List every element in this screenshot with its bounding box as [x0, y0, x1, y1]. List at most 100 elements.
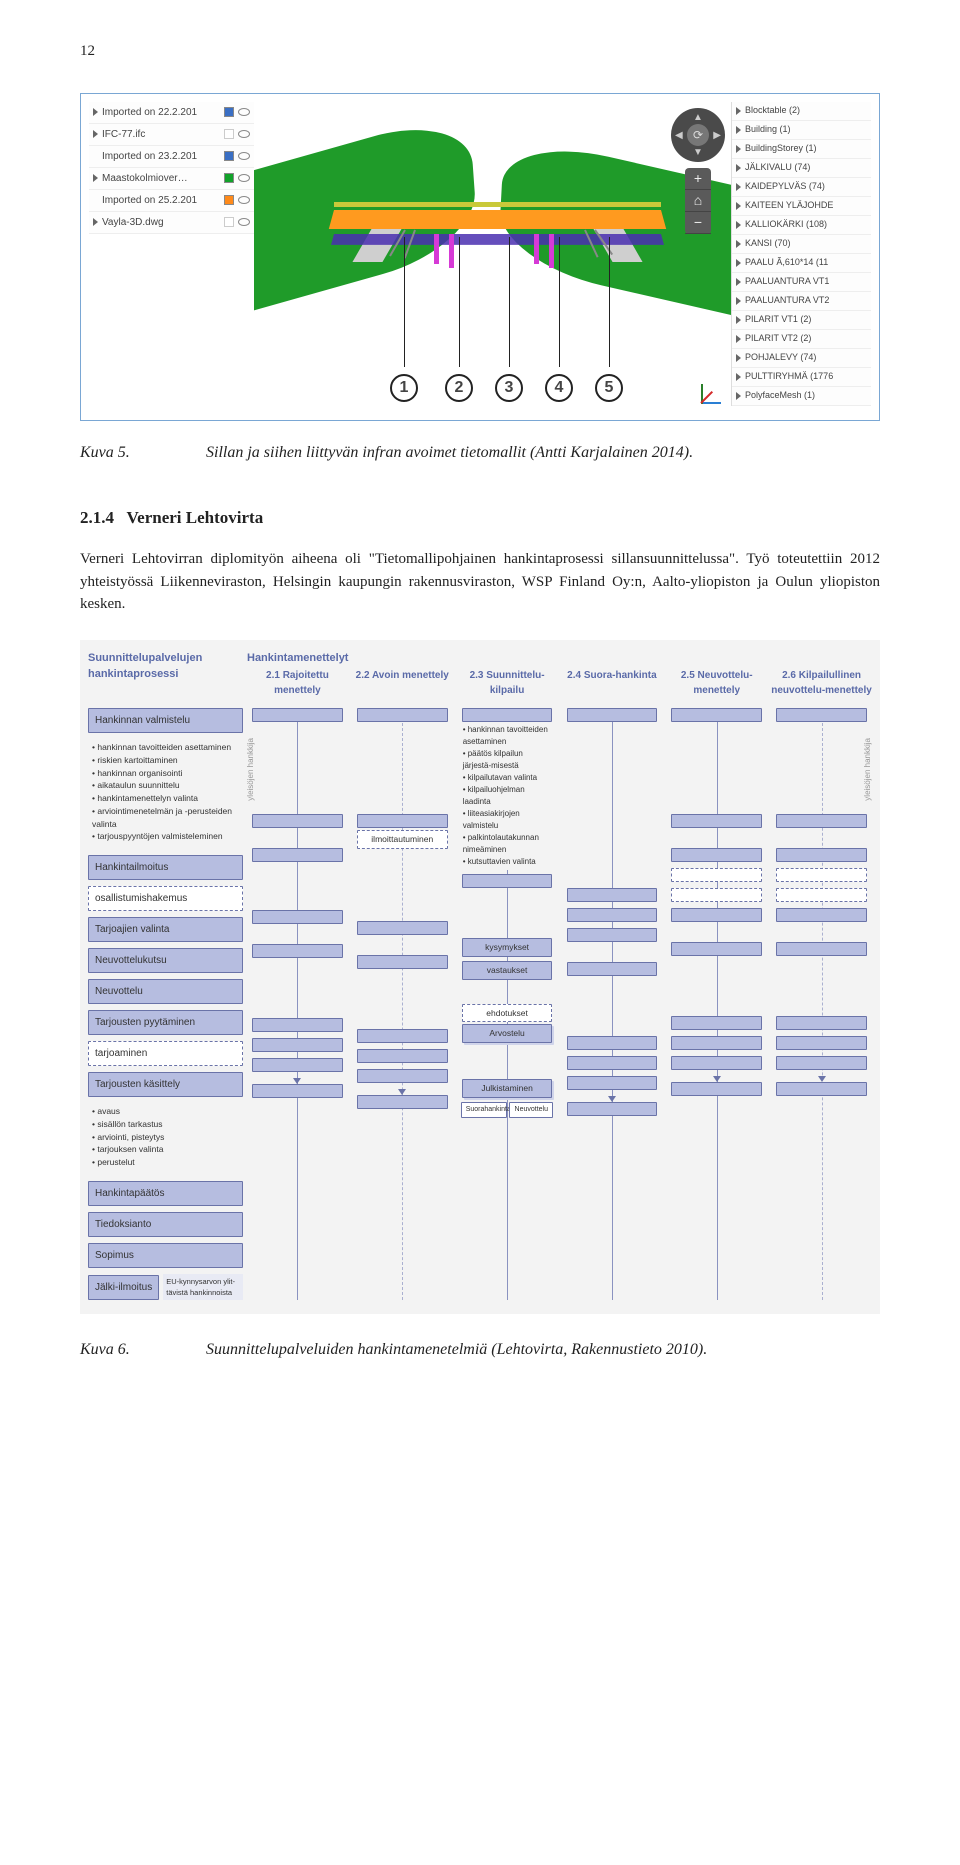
- expand-icon[interactable]: [736, 107, 741, 115]
- expand-icon[interactable]: [736, 183, 741, 191]
- callout-1: 1: [390, 374, 418, 402]
- object-row[interactable]: PILARIT VT1 (2): [732, 311, 871, 330]
- callout-5: 5: [595, 374, 623, 402]
- object-row[interactable]: KAIDEPYLVÄS (74): [732, 178, 871, 197]
- layer-row[interactable]: Vayla-3D.dwg: [89, 212, 254, 234]
- object-row[interactable]: PULTTIRYHMÄ (1776: [732, 368, 871, 387]
- flow-column: [666, 708, 767, 1300]
- stage-box: Tarjoajien valinta: [88, 917, 243, 942]
- layer-color-swatch[interactable]: [224, 195, 234, 205]
- figure-2-caption-text: Suunnittelupalveluiden hankintamenetelmi…: [206, 1338, 707, 1362]
- expand-icon[interactable]: [736, 373, 741, 381]
- flow-node: [671, 888, 762, 902]
- expand-icon[interactable]: [93, 108, 98, 116]
- visibility-icon[interactable]: [238, 130, 250, 138]
- zoom-control[interactable]: + ⌂ −: [685, 168, 711, 234]
- flow-node: [567, 908, 658, 922]
- flow-node: [252, 814, 343, 828]
- layer-color-swatch[interactable]: [224, 173, 234, 183]
- layer-row[interactable]: Imported on 25.2.201: [89, 190, 254, 212]
- expand-icon[interactable]: [736, 392, 741, 400]
- zoom-in-icon[interactable]: +: [685, 168, 711, 190]
- nav-3d-widget[interactable]: ▲ ▼ ◀ ▶ ⟳: [671, 108, 725, 162]
- section-number: 2.1.4: [80, 508, 114, 527]
- object-row[interactable]: BuildingStorey (1): [732, 140, 871, 159]
- expand-icon[interactable]: [93, 130, 98, 138]
- object-row[interactable]: PILARIT VT2 (2): [732, 330, 871, 349]
- expand-icon[interactable]: [93, 218, 98, 226]
- expand-icon[interactable]: [736, 202, 741, 210]
- object-label: KAIDEPYLVÄS (74): [745, 180, 825, 194]
- visibility-icon[interactable]: [238, 108, 250, 116]
- object-row[interactable]: PAALU Ã,610*14 (11: [732, 254, 871, 273]
- callout-4: 4: [545, 374, 573, 402]
- object-row[interactable]: Blocktable (2): [732, 102, 871, 121]
- viewport-3d[interactable]: 12345 ▲ ▼ ◀ ▶ ⟳ + ⌂ −: [254, 102, 731, 412]
- expand-icon[interactable]: [736, 126, 741, 134]
- object-row[interactable]: PAALUANTURA VT2: [732, 292, 871, 311]
- expand-icon[interactable]: [736, 278, 741, 286]
- layer-row[interactable]: Maastokolmiover…: [89, 168, 254, 190]
- flow-column: ilmoittautuminen: [352, 708, 453, 1300]
- flow-column: hankinnan tavoitteiden asettaminenpäätös…: [457, 708, 558, 1300]
- expand-icon[interactable]: [93, 174, 98, 182]
- expand-icon[interactable]: [736, 335, 741, 343]
- expand-icon[interactable]: [736, 297, 741, 305]
- flow-node: Neuvottelu: [509, 1102, 553, 1119]
- figure-2-left-title: Suunnittelupalvelujen hankintaprosessi: [88, 650, 243, 683]
- stage-box: Hankintailmoitus: [88, 855, 243, 880]
- flow-node: Arvostelu: [462, 1024, 553, 1043]
- zoom-home-icon[interactable]: ⌂: [685, 190, 711, 212]
- figure-2-stages: Hankinnan valmisteluhankinnan tavoitteid…: [88, 708, 243, 1300]
- flow-node: [567, 1056, 658, 1070]
- object-row[interactable]: JÄLKIVALU (74): [732, 159, 871, 178]
- zoom-out-icon[interactable]: −: [685, 212, 711, 234]
- object-row[interactable]: KALLIOKÄRKI (108): [732, 216, 871, 235]
- object-row[interactable]: POHJALEVY (74): [732, 349, 871, 368]
- layer-label: Imported on 23.2.201: [102, 149, 220, 164]
- object-row[interactable]: Building (1): [732, 121, 871, 140]
- stage-box: Neuvottelukutsu: [88, 948, 243, 973]
- layer-color-swatch[interactable]: [224, 129, 234, 139]
- flow-node: [671, 814, 762, 828]
- flow-node: [671, 868, 762, 882]
- stage-box: Hankintapäätös: [88, 1181, 243, 1206]
- visibility-icon[interactable]: [238, 196, 250, 204]
- column-header: 2.3 Suunnittelu-kilpailu: [457, 668, 558, 698]
- flow-node: [671, 1056, 762, 1070]
- flow-node: [776, 1016, 867, 1030]
- layer-panel-left: Imported on 22.2.201IFC-77.ifc Imported o…: [89, 102, 254, 234]
- layer-row[interactable]: Imported on 23.2.201: [89, 146, 254, 168]
- layer-color-swatch[interactable]: [224, 107, 234, 117]
- layer-color-swatch[interactable]: [224, 217, 234, 227]
- expand-icon[interactable]: [736, 240, 741, 248]
- layer-row[interactable]: IFC-77.ifc: [89, 124, 254, 146]
- visibility-icon[interactable]: [238, 174, 250, 182]
- figure-2-caption-num: Kuva 6.: [80, 1338, 170, 1362]
- flow-node: [776, 942, 867, 956]
- object-label: PolyfaceMesh (1): [745, 389, 815, 403]
- object-row[interactable]: PAALUANTURA VT1: [732, 273, 871, 292]
- visibility-icon[interactable]: [238, 218, 250, 226]
- expand-icon[interactable]: [736, 145, 741, 153]
- column-header: 2.4 Suora-hankinta: [561, 668, 662, 698]
- stage-bullets: avaussisällön tarkastusarviointi, pistey…: [88, 1103, 243, 1175]
- expand-icon[interactable]: [736, 259, 741, 267]
- object-row[interactable]: KANSI (70): [732, 235, 871, 254]
- flow-node: [776, 708, 867, 722]
- flow-node: [357, 955, 448, 969]
- object-row[interactable]: KAITEEN YLÄJOHDE: [732, 197, 871, 216]
- layer-label: Maastokolmiover…: [102, 171, 220, 186]
- expand-icon[interactable]: [736, 164, 741, 172]
- object-row[interactable]: PolyfaceMesh (1): [732, 387, 871, 406]
- layer-label: Imported on 25.2.201: [102, 193, 220, 208]
- visibility-icon[interactable]: [238, 152, 250, 160]
- stage-box: Sopimus: [88, 1243, 243, 1268]
- flow-node: [671, 848, 762, 862]
- flow-node: [252, 1038, 343, 1052]
- expand-icon[interactable]: [736, 316, 741, 324]
- layer-color-swatch[interactable]: [224, 151, 234, 161]
- expand-icon[interactable]: [736, 221, 741, 229]
- layer-row[interactable]: Imported on 22.2.201: [89, 102, 254, 124]
- expand-icon[interactable]: [736, 354, 741, 362]
